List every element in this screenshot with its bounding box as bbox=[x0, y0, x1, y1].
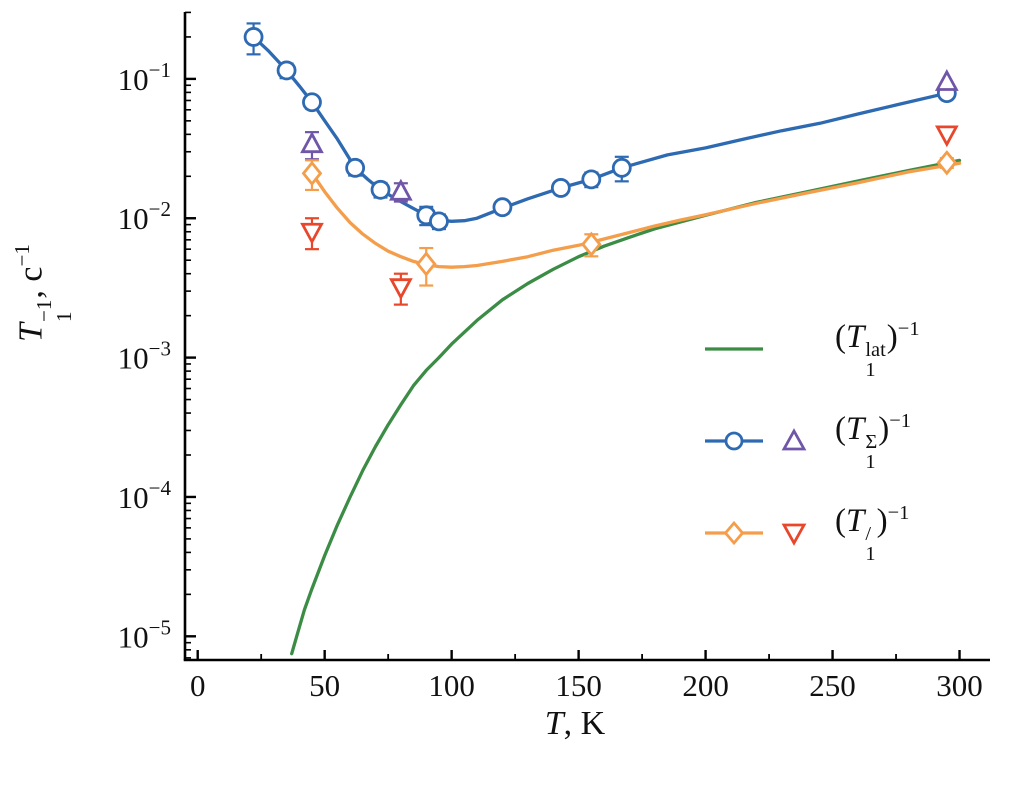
y-tick-label: 10−4 bbox=[118, 476, 172, 515]
y-tick-label: 10−3 bbox=[118, 337, 171, 376]
circle-marker bbox=[370, 179, 391, 200]
legend-item-prime: (T/1)−1 bbox=[703, 502, 920, 564]
legend-symbols-lattice bbox=[703, 336, 821, 362]
circle-marker bbox=[243, 27, 264, 47]
y-label-subscript: 1 bbox=[51, 311, 76, 323]
legend-symbols-sum bbox=[703, 428, 821, 454]
x-tick-label: 0 bbox=[190, 668, 206, 703]
circle-marker bbox=[611, 157, 632, 178]
triangle-up-marker bbox=[388, 178, 413, 201]
legend-label-lattice: (T lat 1)−1 bbox=[835, 318, 920, 381]
y-axis-label: T −1 1, c−1 bbox=[10, 244, 76, 342]
x-label-variable: T bbox=[544, 705, 564, 742]
triangle-down-icon bbox=[781, 523, 807, 546]
diamond-marker bbox=[415, 251, 437, 277]
circle-marker bbox=[581, 169, 602, 190]
T1prime-inverse-line bbox=[310, 161, 962, 269]
x-tick-label: 250 bbox=[809, 668, 856, 703]
line-icon bbox=[705, 347, 763, 351]
y-tick-label: 10−5 bbox=[118, 615, 171, 654]
legend-label-sum: (T Σ 1)−1 bbox=[835, 410, 912, 473]
circle-marker bbox=[429, 211, 449, 232]
x-tick-label: 300 bbox=[936, 668, 983, 703]
triangle-up-marker bbox=[300, 131, 324, 154]
y-tick-label: 10−2 bbox=[118, 197, 171, 236]
triangle-up-marker bbox=[934, 69, 959, 91]
line-diamond-icon bbox=[705, 520, 763, 546]
legend-symbols-prime bbox=[703, 520, 821, 546]
legend: (T lat 1)−1 (T Σ 1)−1 (T/1)−1 bbox=[703, 318, 920, 564]
circle-marker bbox=[345, 157, 366, 178]
circle-marker bbox=[492, 197, 513, 218]
circle-marker bbox=[276, 60, 297, 81]
legend-item-sum: (T Σ 1)−1 bbox=[703, 410, 920, 472]
x-tick-label: 50 bbox=[309, 668, 340, 703]
x-label-unit: , K bbox=[563, 705, 606, 742]
x-tick-label: 200 bbox=[682, 668, 729, 703]
y-label-unit-exponent: −1 bbox=[10, 244, 35, 267]
diamond-marker bbox=[936, 150, 958, 176]
triangle-down-marker bbox=[934, 125, 959, 148]
y-tick-label: 10−1 bbox=[118, 58, 171, 97]
triangle-down-marker bbox=[300, 222, 324, 245]
diamond-marker bbox=[301, 160, 323, 187]
x-tick-label: 150 bbox=[555, 668, 602, 703]
legend-item-lattice: (T lat 1)−1 bbox=[703, 318, 920, 380]
diamond-marker bbox=[581, 231, 602, 258]
circle-marker bbox=[550, 178, 571, 198]
legend-label-prime: (T/1)−1 bbox=[835, 502, 910, 565]
T1sum-inverse-line bbox=[251, 35, 949, 223]
line-circle-icon bbox=[705, 431, 763, 451]
triangle-up-icon bbox=[781, 428, 807, 451]
triangle-down-marker bbox=[388, 278, 413, 301]
x-tick-label: 100 bbox=[428, 668, 475, 703]
x-axis-label: T, K bbox=[545, 705, 605, 743]
y-label-superscript: −1 bbox=[31, 299, 56, 323]
y-label-variable: T bbox=[12, 323, 50, 342]
y-label-unit: , c bbox=[12, 266, 50, 299]
circle-marker bbox=[302, 92, 322, 113]
